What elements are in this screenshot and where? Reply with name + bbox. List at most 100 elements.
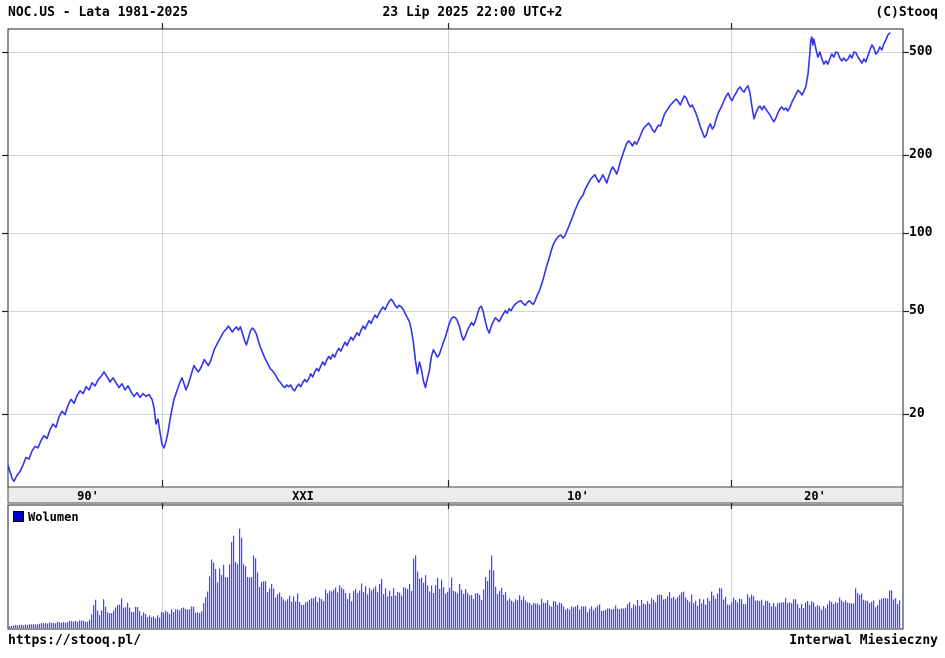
volume-bar — [239, 528, 241, 628]
price-line-path — [7, 32, 891, 483]
volume-bar — [585, 606, 587, 628]
volume-bar — [577, 604, 579, 628]
volume-bar — [885, 598, 887, 628]
volume-bar — [149, 615, 151, 628]
volume-bar — [11, 625, 13, 628]
volume-bar — [709, 600, 711, 628]
volume-bar — [311, 598, 313, 628]
volume-bar — [701, 603, 703, 628]
y-axis-label: 200 — [909, 146, 933, 162]
volume-bar — [589, 608, 591, 628]
volume-legend-swatch-icon — [13, 511, 24, 522]
volume-bar — [161, 611, 163, 628]
volume-bar — [13, 625, 15, 628]
volume-bar — [795, 599, 797, 628]
volume-bar — [139, 610, 141, 628]
volume-bar — [355, 589, 357, 628]
volume-bar — [435, 584, 437, 628]
volume-bar — [111, 613, 113, 628]
volume-bar — [317, 601, 319, 628]
volume-bar — [241, 537, 243, 628]
volume-bar — [83, 620, 85, 628]
volume-bar — [563, 606, 565, 628]
volume-bar — [115, 607, 117, 628]
volume-bar — [31, 624, 33, 628]
volume-bar — [595, 607, 597, 628]
volume-bar — [869, 603, 871, 628]
volume-bar — [667, 596, 669, 628]
volume-bar — [827, 604, 829, 628]
volume-bar — [805, 602, 807, 628]
volume-bar — [69, 620, 71, 628]
volume-bar — [321, 599, 323, 628]
chart-frames — [7, 28, 904, 630]
volume-bar — [889, 590, 891, 628]
volume-bar — [49, 622, 51, 628]
volume-bar — [177, 609, 179, 628]
volume-bar — [327, 593, 329, 628]
volume-bar — [163, 612, 165, 628]
volume-bar — [471, 595, 473, 628]
volume-bar — [345, 593, 347, 628]
volume-bar — [453, 590, 455, 628]
volume-bar — [245, 566, 247, 628]
volume-bar — [189, 609, 191, 628]
volume-bar — [463, 593, 465, 628]
volume-bar — [103, 599, 105, 628]
volume-bar — [339, 585, 341, 628]
volume-bar — [591, 606, 593, 628]
volume-bar — [691, 594, 693, 628]
volume-bar — [281, 596, 283, 628]
volume-bar — [377, 591, 379, 628]
volume-bar — [39, 623, 41, 628]
volume-bar — [363, 592, 365, 628]
volume-bar — [193, 606, 195, 628]
volume-bar — [359, 590, 361, 628]
volume-bar — [213, 562, 215, 628]
volume-bar — [283, 599, 285, 628]
volume-bar — [525, 600, 527, 628]
volume-bar — [433, 592, 435, 628]
volume-bar — [759, 601, 761, 628]
volume-bar — [301, 604, 303, 628]
volume-bar — [315, 596, 317, 628]
volume-bar — [545, 602, 547, 628]
volume-bar — [341, 587, 343, 628]
volume-bar — [775, 606, 777, 628]
volume-bar — [141, 615, 143, 628]
volume-bar — [561, 603, 563, 628]
volume-bar — [755, 600, 757, 628]
volume-bar — [497, 594, 499, 628]
volume-bar — [47, 623, 49, 628]
volume-bar — [357, 593, 359, 628]
volume-bar — [99, 615, 101, 628]
volume-bar — [483, 589, 485, 628]
volume-bar — [221, 574, 223, 628]
volume-bar — [555, 601, 557, 628]
volume-bar — [843, 602, 845, 628]
volume-bar — [855, 588, 857, 628]
volume-bar — [683, 591, 685, 628]
volume-bar — [261, 582, 263, 628]
volume-bar — [601, 610, 603, 628]
volume-bar — [203, 603, 205, 628]
volume-bar — [101, 610, 103, 628]
volume-bar — [429, 591, 431, 628]
volume-bar — [57, 621, 59, 628]
volume-bar — [399, 592, 401, 628]
volume-bar — [861, 593, 863, 628]
volume-bar — [449, 587, 451, 628]
volume-bar — [93, 605, 95, 628]
volume-bar — [891, 590, 893, 628]
volume-bar — [347, 599, 349, 628]
volume-bar — [815, 606, 817, 628]
volume-bar — [367, 594, 369, 628]
volume-bar — [63, 621, 65, 628]
volume-panel-frame — [7, 504, 904, 630]
volume-bar — [61, 622, 63, 628]
volume-bar — [325, 589, 327, 628]
volume-bar — [389, 590, 391, 628]
volume-bar — [437, 577, 439, 628]
volume-bar — [499, 590, 501, 628]
volume-bar — [665, 598, 667, 628]
